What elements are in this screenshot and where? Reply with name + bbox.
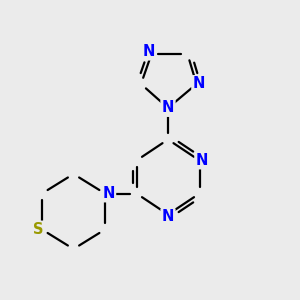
- Text: N: N: [162, 100, 174, 116]
- Text: N: N: [143, 44, 155, 59]
- Text: S: S: [33, 222, 44, 237]
- Text: N: N: [102, 186, 115, 201]
- Text: N: N: [196, 153, 208, 168]
- Text: N: N: [162, 209, 174, 224]
- Text: N: N: [193, 76, 205, 92]
